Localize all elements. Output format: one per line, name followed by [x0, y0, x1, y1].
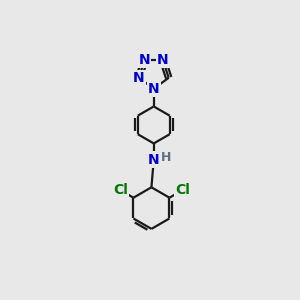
Text: N: N: [157, 53, 169, 67]
Text: Cl: Cl: [113, 183, 128, 197]
Text: N: N: [139, 53, 150, 67]
Text: N: N: [148, 82, 160, 96]
Text: Cl: Cl: [175, 183, 190, 197]
Text: H: H: [160, 151, 171, 164]
Text: N: N: [133, 71, 145, 85]
Text: N: N: [148, 153, 160, 166]
